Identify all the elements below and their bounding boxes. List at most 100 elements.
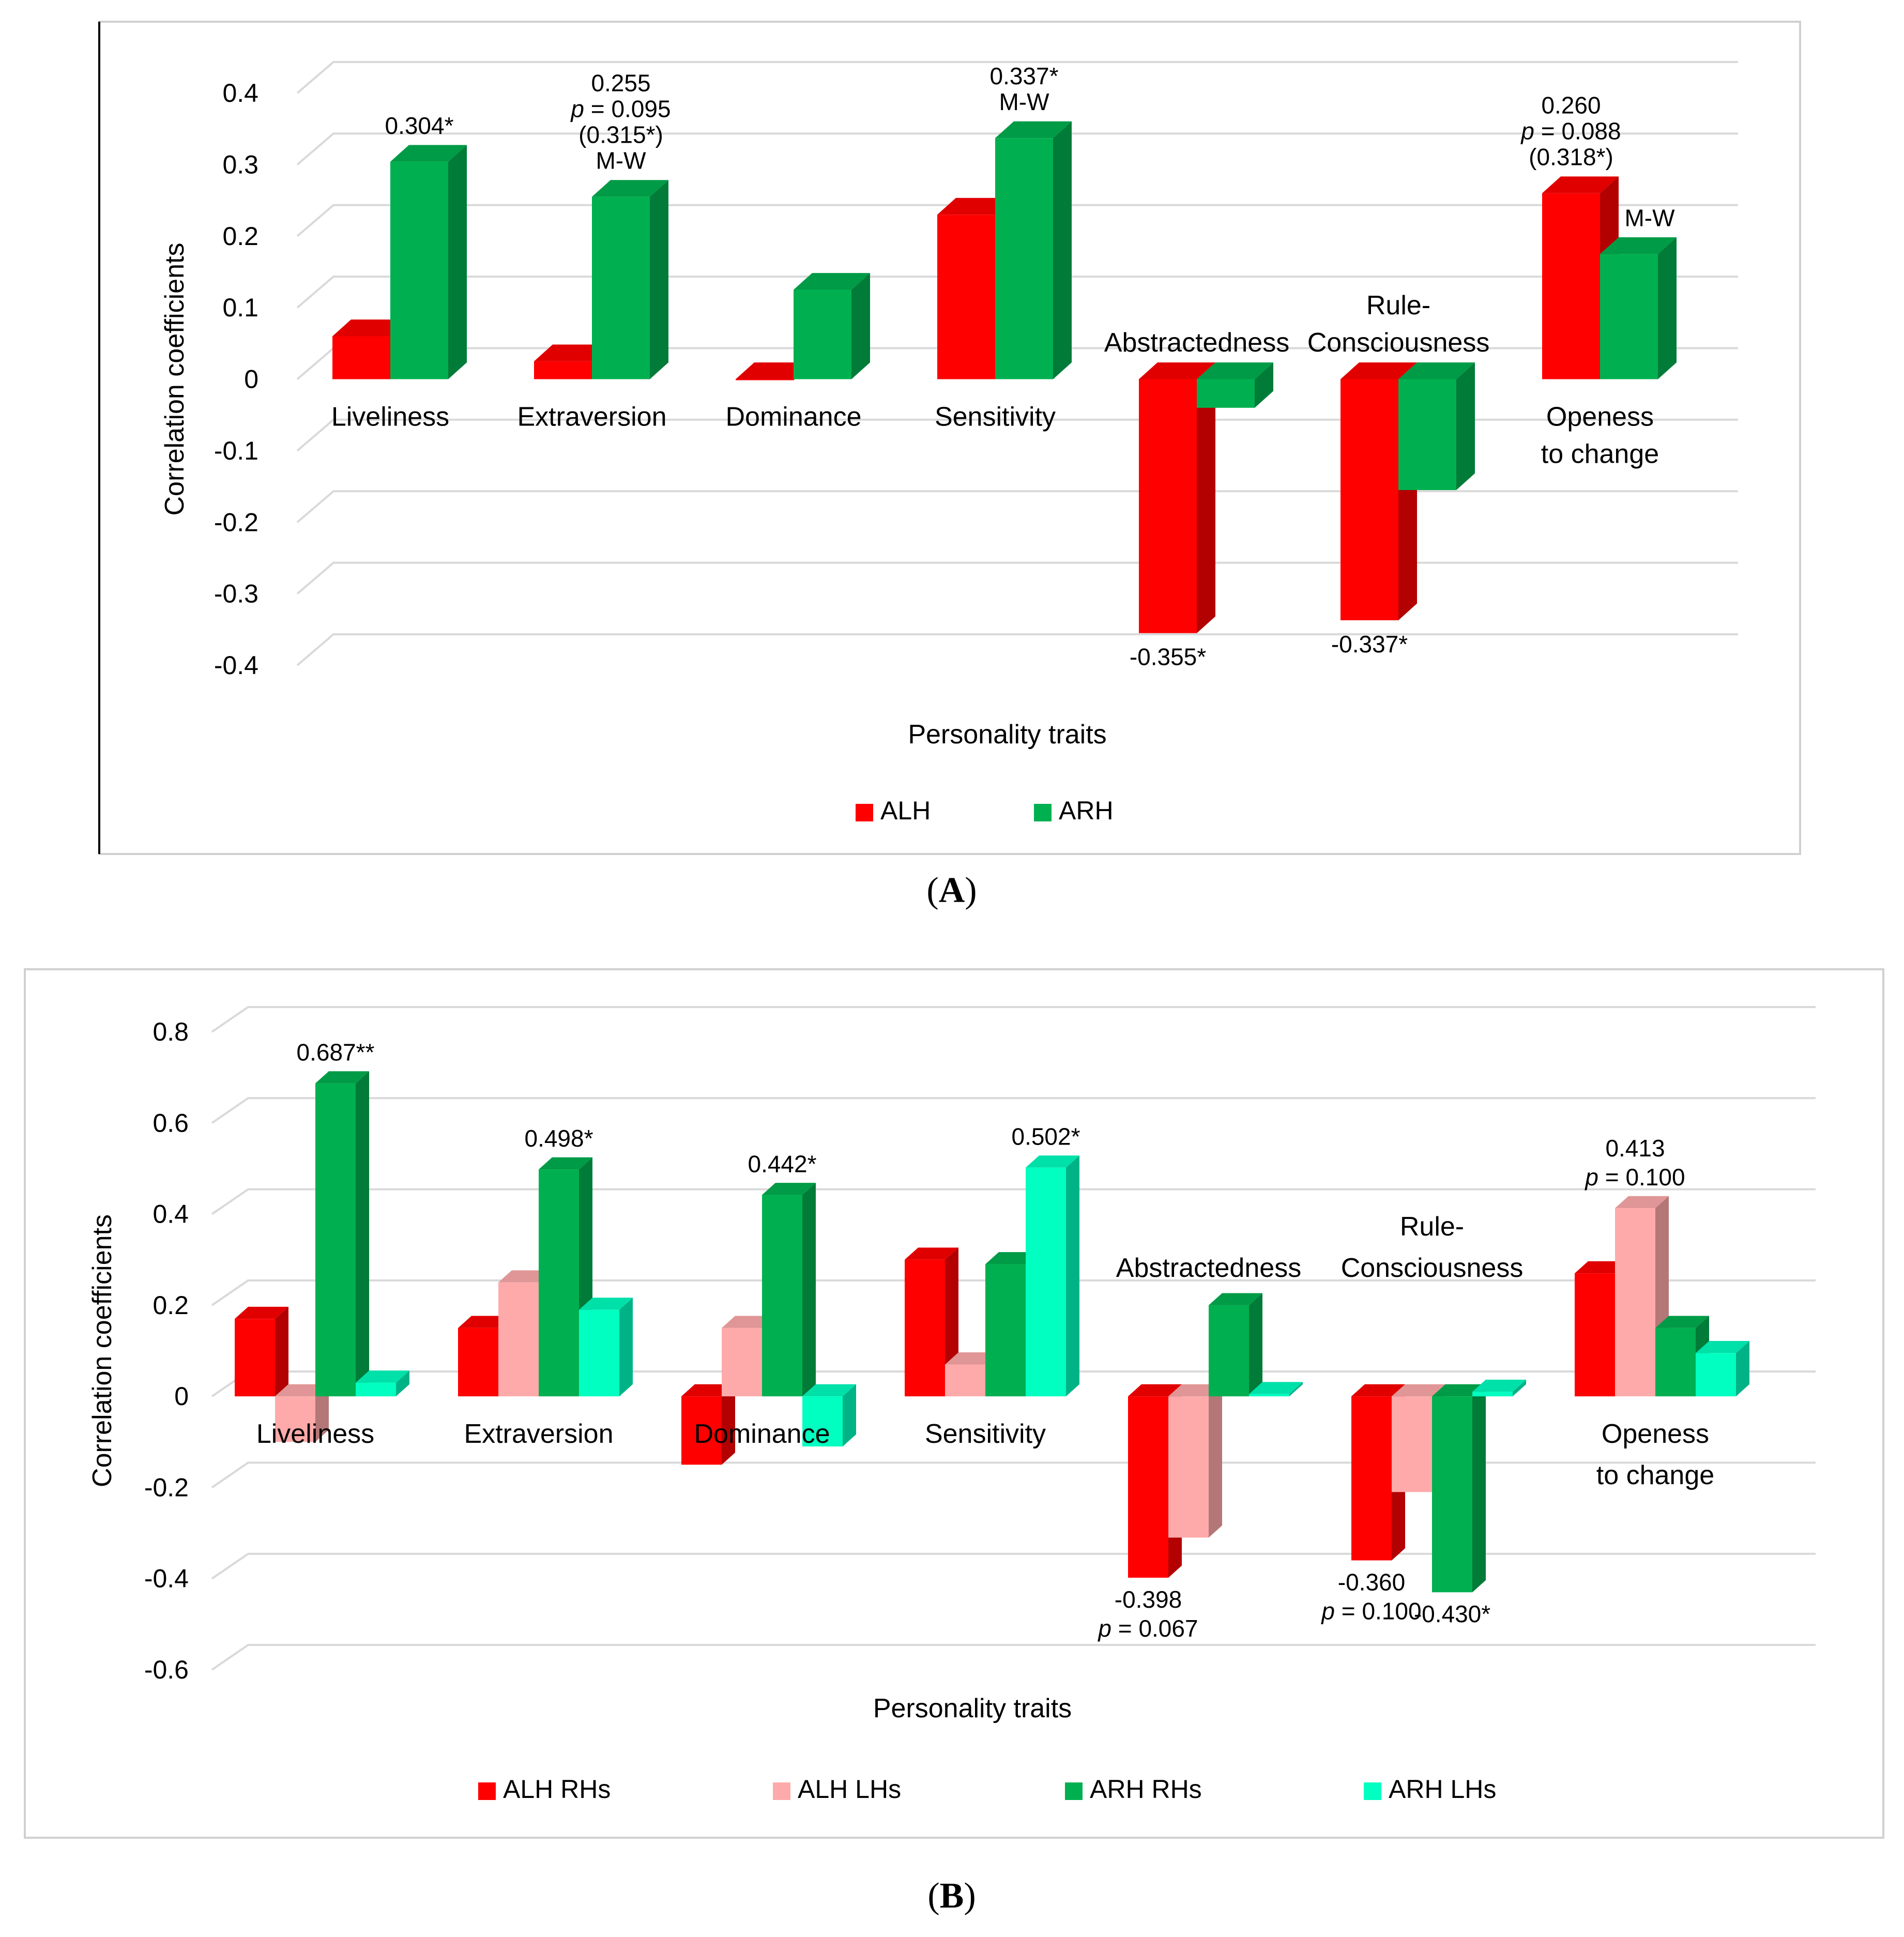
bar-top-face: [1392, 1384, 1445, 1397]
bar-top-face: [592, 180, 668, 197]
legend-swatch: [1364, 1782, 1381, 1800]
legend-swatch: [856, 804, 873, 821]
legend-swatch: [1065, 1782, 1083, 1800]
bar-side-face: [448, 145, 467, 379]
bar-top-face: [905, 1247, 958, 1260]
bar-side-face: [722, 1384, 735, 1465]
category-label-line: Rule-: [1400, 1212, 1464, 1242]
gridline: [296, 61, 1738, 94]
p-symbol: p: [570, 96, 584, 123]
legend-label: ALH: [880, 796, 931, 825]
legend-item-arh: ARH: [1034, 796, 1114, 825]
bar-top-face: [1209, 1293, 1262, 1305]
panel-label-letter: B: [940, 1876, 964, 1916]
bar-top-face: [736, 362, 812, 379]
x-axis-label: Personality traits: [908, 720, 1106, 750]
data-label-line: p = 0.067: [1097, 1615, 1198, 1642]
y-tick-label: 0.2: [153, 1291, 189, 1320]
category-label-sensitivity: Sensitivity: [925, 1419, 1046, 1449]
bar-arh-rhs-rule-consciousness: [1432, 1384, 1486, 1593]
bar-side-face: [1456, 362, 1475, 490]
category-label-abstractedness: Abstractedness: [1104, 328, 1289, 358]
x-axis-label: Personality traits: [873, 1694, 1072, 1724]
p-value: = 0.095: [584, 96, 671, 123]
panel-label-close-paren: ): [964, 1876, 976, 1916]
bar-top-face: [235, 1306, 288, 1319]
legend-label: ARH LHs: [1389, 1775, 1496, 1804]
data-label-line: (0.318*): [1529, 144, 1613, 171]
bar-front-face: [1026, 1167, 1066, 1397]
category-label-line: Sensitivity: [925, 1419, 1046, 1449]
bar-front-face: [534, 361, 592, 379]
y-tick-label: 0.4: [222, 79, 258, 108]
bar-arh-lhs-dominance: [802, 1384, 856, 1447]
category-label-openess-to-change: Openess to change: [1596, 1419, 1714, 1490]
gridline: [211, 1644, 1816, 1671]
y-tick-label: -0.2: [214, 508, 258, 537]
bar-top-face: [1026, 1155, 1079, 1168]
bar-front-face: [275, 1396, 315, 1442]
chart-panel-a: 0.4 0.3 0.2 0.1 0 -0.1 -0.2 -0.3 -0.4 Correlation…: [98, 21, 1801, 910]
category-label-dominance: Dominance: [694, 1419, 830, 1449]
bar-top-face: [802, 1384, 856, 1397]
bar-front-face: [1197, 379, 1255, 408]
panel-label-letter: A: [939, 871, 965, 910]
legend-item-alh-lhs: ALH LHs: [773, 1775, 901, 1804]
gridline: [211, 1461, 1816, 1489]
data-label-line: 0.255: [591, 70, 650, 97]
bar-top-face: [762, 1183, 816, 1195]
bar-alh-lhs-abstractedness: [1168, 1384, 1222, 1538]
category-label-line: Dominance: [694, 1419, 830, 1449]
bar-front-face: [390, 161, 448, 379]
data-label: 0.304*: [385, 112, 453, 139]
category-label-line: Extraversion: [517, 402, 667, 432]
category-label-line: Dominance: [725, 402, 861, 432]
bar-side-face: [1066, 1155, 1079, 1397]
category-label-rule-consciousness: Rule- Consciousness: [1307, 291, 1490, 358]
y-tick-label: -0.6: [144, 1655, 189, 1684]
bar-front-face: [315, 1083, 356, 1397]
bar-front-face: [1249, 1394, 1289, 1397]
bar-front-face: [1432, 1396, 1472, 1593]
category-label-line: Openess: [1546, 402, 1654, 432]
bar-top-face: [1472, 1379, 1526, 1392]
bar-front-face: [794, 289, 851, 379]
bar-alh-lhs-openess-to-change: [1615, 1196, 1669, 1397]
data-label-line: p = 0.088: [1520, 118, 1621, 145]
data-label: 0.687**: [297, 1039, 375, 1066]
data-label: 0.502*: [1011, 1123, 1080, 1150]
bar-arh-lhs-extraversion: [579, 1298, 633, 1397]
bar-top-face: [1696, 1341, 1749, 1353]
bar-arh-lhs-sensitivity: [1026, 1155, 1079, 1397]
y-axis-label: Correlation coefficients: [87, 1214, 117, 1487]
legend-label: ALH LHs: [798, 1775, 901, 1804]
chart-panel-b: 0.8 0.6 0.4 0.2 0 -0.2 -0.4 -0.6 Correlation coe…: [24, 968, 1884, 1916]
y-axis-label: Correlation coefficients: [160, 243, 190, 516]
gridline: [296, 561, 1738, 595]
category-label-line: Liveliness: [256, 1419, 374, 1449]
bar-front-face: [762, 1195, 802, 1397]
y-tick-label: 0.8: [153, 1017, 189, 1046]
bar-top-face: [937, 197, 1014, 215]
panel-label-open-paren: (: [926, 871, 938, 910]
category-label-liveliness: Liveliness: [256, 1419, 374, 1449]
bar-front-face: [1392, 1396, 1432, 1492]
category-label-line: Consciousness: [1307, 328, 1490, 358]
bar-side-face: [851, 273, 870, 379]
category-label-dominance: Dominance: [725, 402, 861, 432]
gridline: [211, 1552, 1816, 1580]
data-label-line: 0.502*: [1011, 1123, 1080, 1150]
bar-arh-abstractedness: [1197, 362, 1273, 408]
bar-arh-rhs-liveliness: [315, 1071, 369, 1397]
bar-arh-lhs-abstractedness: [1249, 1382, 1303, 1397]
bar-front-face: [1655, 1328, 1696, 1397]
bar-side-face: [315, 1384, 329, 1442]
legend-item-alh-rhs: ALH RHs: [478, 1775, 611, 1804]
bar-side-face: [802, 1183, 816, 1397]
category-label-line: Abstractedness: [1116, 1253, 1301, 1283]
data-label-line: -0.337*: [1331, 631, 1408, 658]
bar-side-face: [1053, 121, 1072, 379]
bar-front-face: [1542, 193, 1600, 379]
